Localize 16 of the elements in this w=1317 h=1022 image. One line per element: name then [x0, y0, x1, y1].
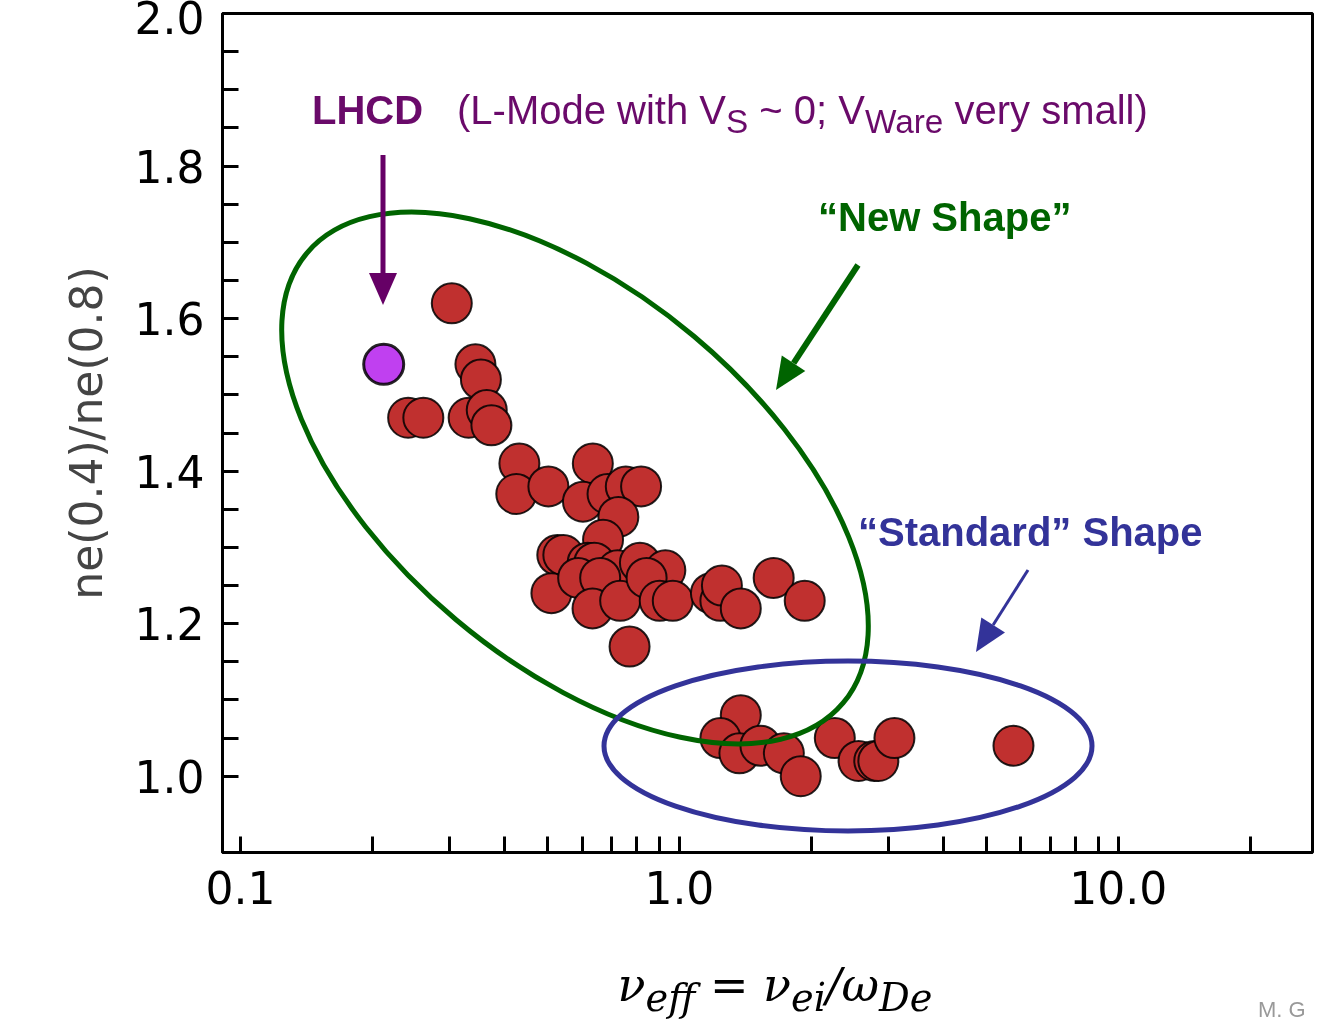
annotation: LHCD: [312, 88, 424, 132]
y-tick-label: 1.8: [134, 141, 205, 193]
y-tick-label: 2.0: [134, 0, 205, 44]
x-tick-label: 0.1: [205, 862, 276, 914]
y-axis-title: ne(0.4)/ne(0.8): [60, 266, 112, 600]
y-tick-label: 1.0: [134, 751, 205, 803]
y-tick-label: 1.6: [134, 294, 205, 346]
y-tick-label: 1.2: [134, 599, 205, 651]
x-axis-title: ν$_{eff}$ = ν$_{ei}$/ω$_{De}$: [616, 958, 934, 1021]
x-tick-label: 1.0: [644, 862, 715, 914]
annotation: “Standard” Shape: [858, 510, 1203, 554]
annotation: “New Shape”: [818, 195, 1072, 239]
text: M. G: [1258, 997, 1306, 1022]
x-tick-label: 10.0: [1069, 862, 1168, 914]
y-tick-label: 1.4: [134, 446, 205, 498]
annotation: (L-Mode with V$_{S}$ ~ 0; V$_{Ware}$ very small): [457, 88, 1148, 141]
